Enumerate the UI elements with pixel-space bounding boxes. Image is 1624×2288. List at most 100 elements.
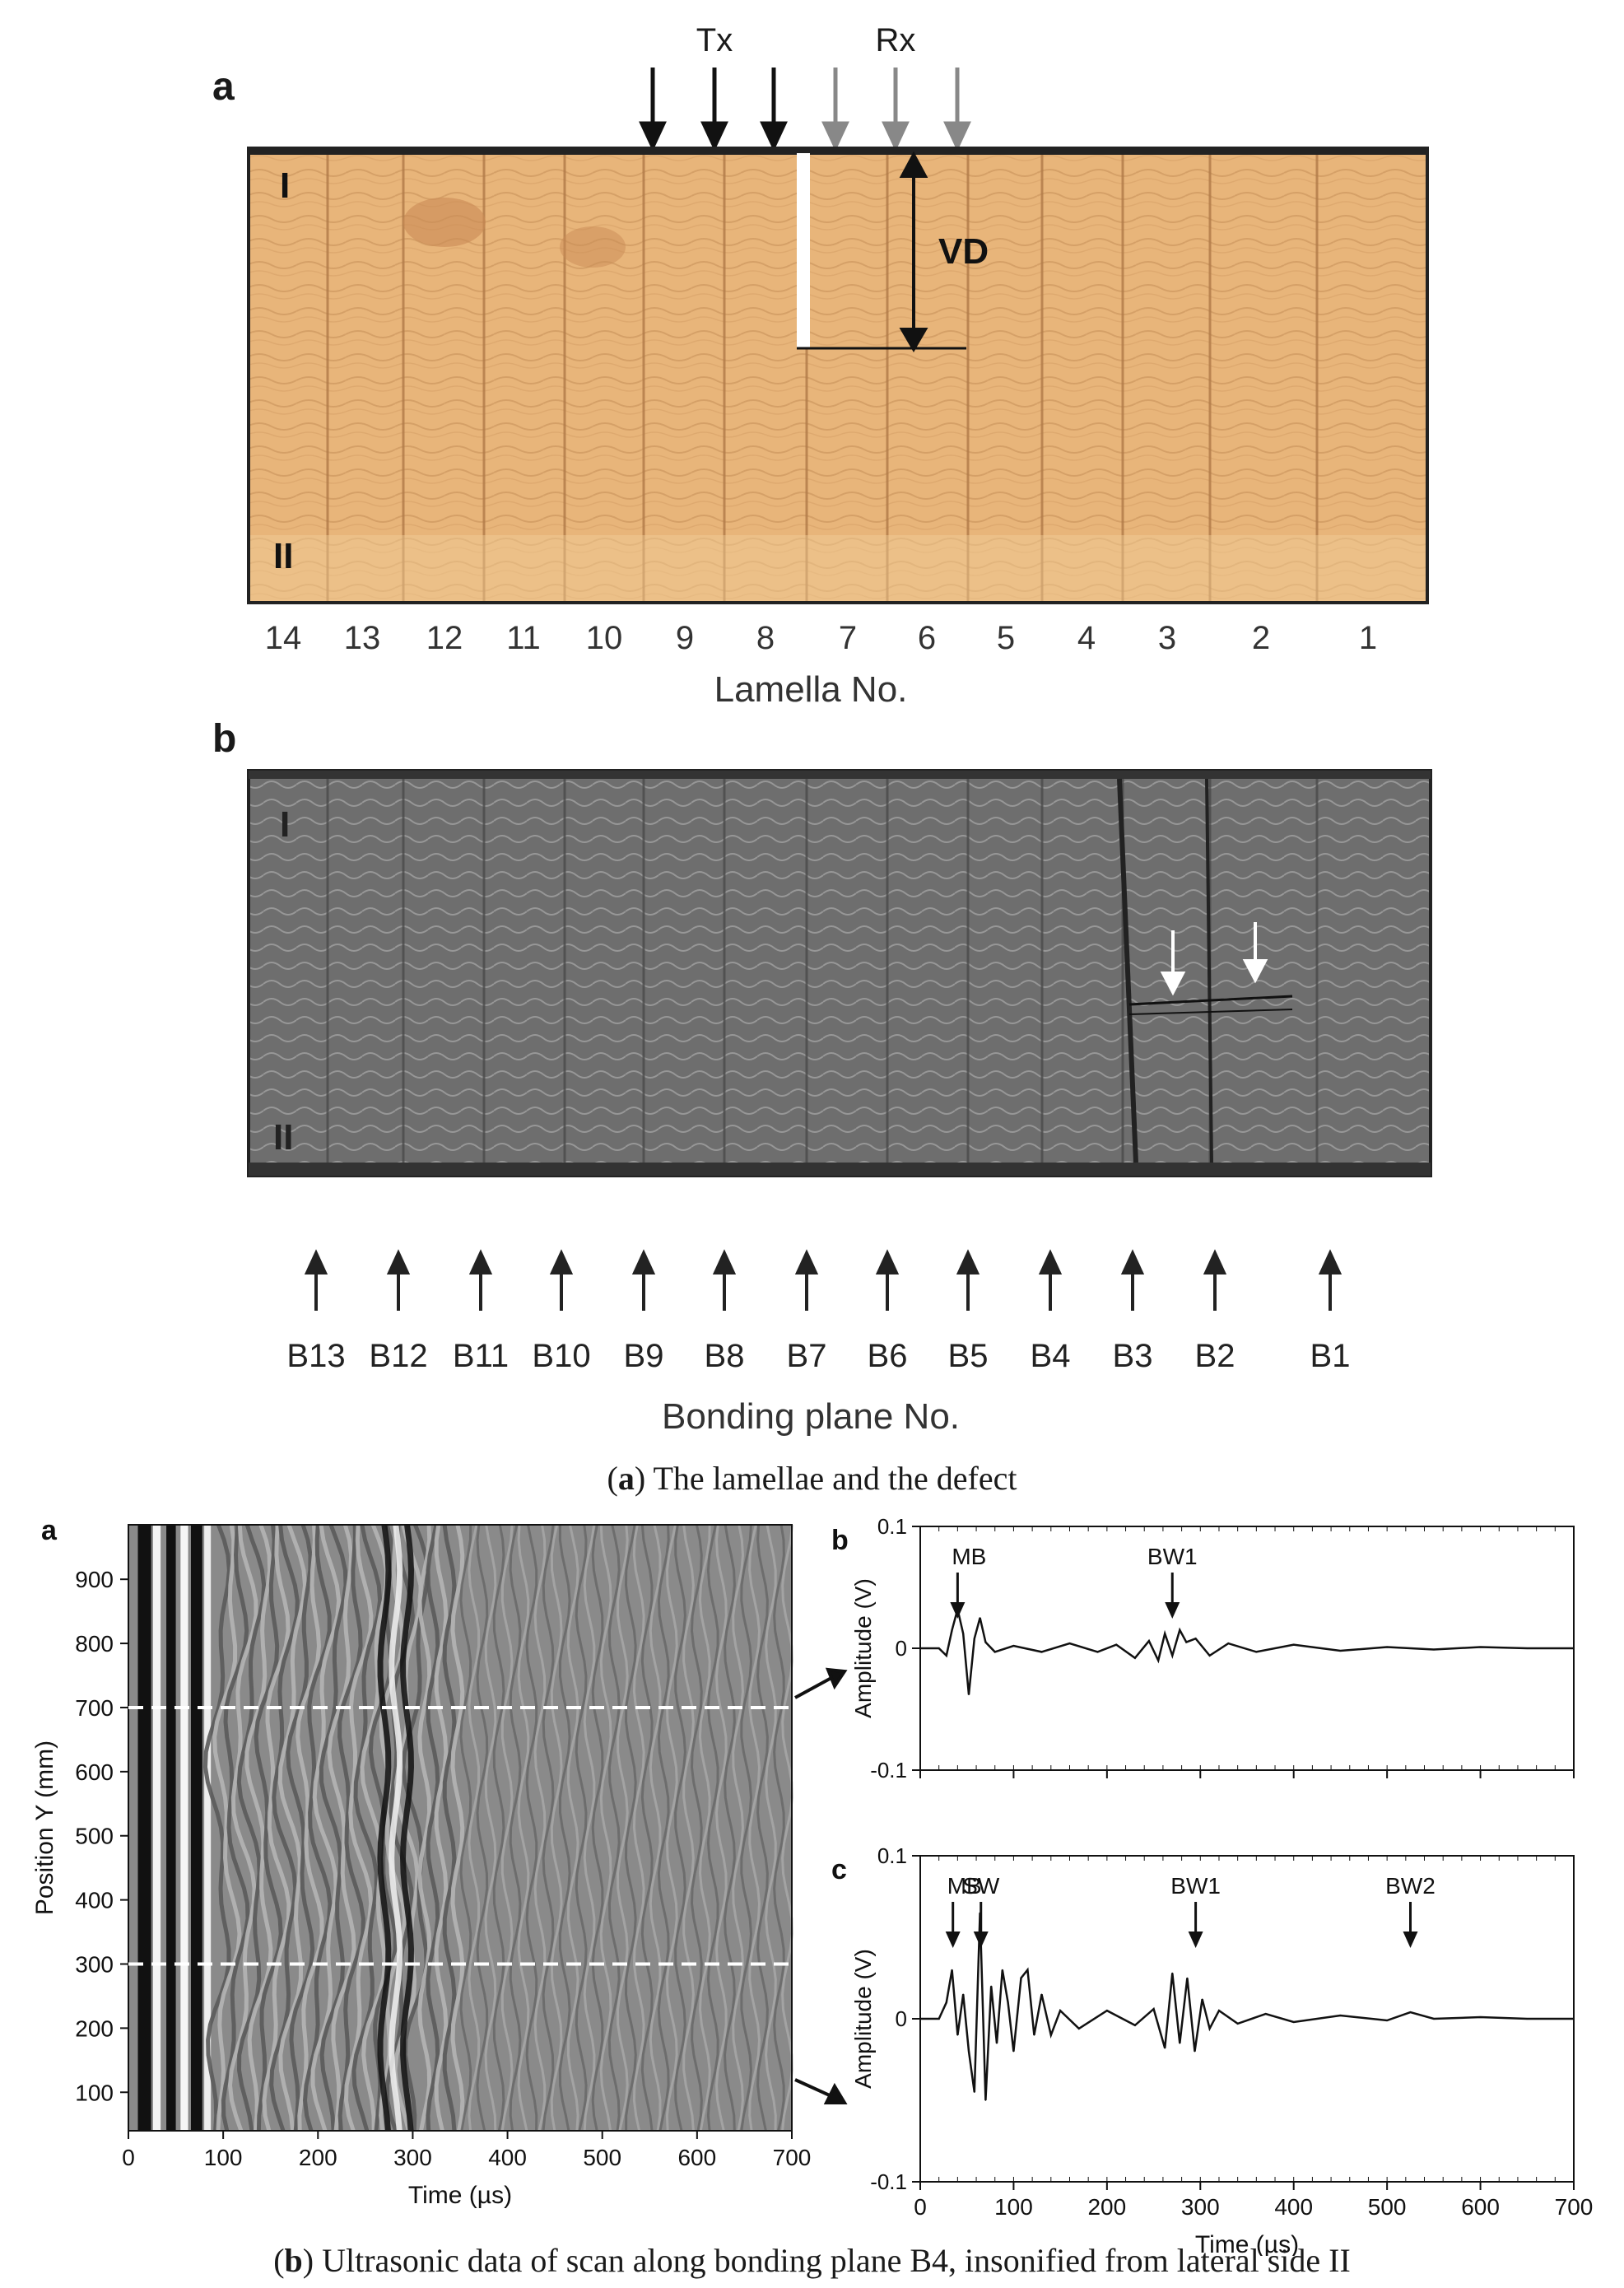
- ct-scan-image: I II: [247, 769, 1432, 1177]
- lamella-number: 11: [506, 620, 541, 656]
- y-tick-label: 300: [75, 1952, 114, 1978]
- lamella-number: 13: [344, 620, 381, 656]
- heatmap-texture: [343, 1524, 374, 2132]
- heatmap-texture: [212, 1524, 242, 2132]
- waveform-point: [1157, 1660, 1160, 1661]
- heatmap-texture: [517, 1524, 530, 2132]
- connector-arrows: [794, 1667, 848, 2104]
- heatmap-texture: [765, 1524, 777, 2132]
- heatmap-texture: [550, 1524, 563, 2132]
- side-I-label-top: I: [280, 165, 290, 206]
- heatmap-texture: [566, 1524, 579, 2132]
- bonding-plane-label: B12: [369, 1338, 427, 1374]
- heatmap-texture: [773, 1524, 785, 2132]
- bonding-plane-arrowhead: [1318, 1249, 1342, 1274]
- waveform-point: [1479, 1646, 1482, 1648]
- heatmap-stripe: [180, 1525, 188, 2131]
- ascan-chart-b: 0.1 0 -0.1 MB BW1 Amplitude (V)b: [831, 1515, 1575, 1782]
- x-tick-label: 0: [914, 2194, 927, 2220]
- caption-a-letter: a: [617, 1460, 635, 1497]
- echo-annotation: BW1: [1147, 1544, 1198, 1569]
- lamella-axis-title: Lamella No.: [714, 669, 908, 710]
- tx-label: Tx: [696, 22, 733, 58]
- heatmap-stripes: [137, 1524, 794, 2132]
- bonding-plane-row: B13 B12 B11 B10 B9 B8 B7 B6 B5 B4 B3 B2 B1 Bonding p…: [286, 1249, 1350, 1437]
- bonding-plane-label: B6: [868, 1338, 908, 1374]
- panel-letter: a: [41, 1515, 58, 1546]
- heatmap-texture: [781, 1524, 794, 2132]
- y-tick-label: 800: [75, 1631, 114, 1657]
- heatmap-texture: [269, 1524, 300, 2132]
- lamella-number: 7: [839, 620, 857, 656]
- heatmap-texture: [236, 1524, 267, 2132]
- waveform-point: [1573, 1647, 1575, 1649]
- heatmap-texture: [740, 1524, 753, 2132]
- heatmap-texture: [468, 1524, 481, 2132]
- heatmap-texture: [476, 1524, 489, 2132]
- y-axis-label: Position Y (mm): [31, 1740, 58, 1915]
- x-axis-label: Time (µs): [408, 2182, 512, 2209]
- waveform-point: [962, 1633, 964, 1635]
- bonding-plane-label: B8: [705, 1338, 745, 1374]
- waveform-point: [1526, 2018, 1529, 2020]
- bonding-plane-arrowhead: [794, 1249, 819, 1274]
- x-tick-label: 600: [1461, 2194, 1500, 2220]
- waveform-point: [1059, 2010, 1061, 2011]
- x-tick-label: 200: [299, 2145, 337, 2170]
- x-tick-label: 100: [994, 2194, 1033, 2220]
- heatmap-echo: [399, 1524, 415, 2132]
- waveform-point: [979, 1617, 981, 1619]
- y-tick-label: 900: [75, 1567, 114, 1592]
- bonding-plane-label: B3: [1113, 1338, 1153, 1374]
- heatmap-texture: [657, 1524, 670, 2132]
- waveform-point: [1264, 2013, 1267, 2015]
- top-wood-photo: Tx Rx: [247, 22, 1429, 604]
- heatmap-texture: [442, 1524, 457, 2132]
- heatmap-texture: [682, 1524, 695, 2132]
- bonding-plane-arrowhead: [304, 1249, 328, 1274]
- ct-white-arrows: [1160, 922, 1268, 996]
- heatmap-stripe: [137, 1525, 151, 2131]
- bonding-plane-label: B11: [453, 1338, 509, 1374]
- waveform-point: [1171, 1972, 1174, 1974]
- vd-arrow: [899, 151, 928, 352]
- echo-annotation: MB: [952, 1544, 986, 1569]
- waveform-point: [919, 1647, 921, 1649]
- echo-annotation: SW: [962, 1873, 1000, 1899]
- waveform-point: [1433, 2018, 1435, 2020]
- heatmap-texture: [706, 1524, 719, 2132]
- x-tick-label: 200: [1087, 2194, 1126, 2220]
- waveform-point: [1134, 1657, 1136, 1659]
- heatmap-texture: [558, 1524, 571, 2132]
- heatmap-texture: [351, 1524, 383, 2132]
- lamella-number: 12: [426, 620, 463, 656]
- heatmap-texture: [583, 1524, 596, 2132]
- heatmap-texture: [337, 1524, 365, 2132]
- waveform-point: [1040, 1651, 1043, 1653]
- waveform-point: [1152, 2008, 1155, 2010]
- bonding-plane-arrowhead: [549, 1249, 574, 1274]
- vd-label: VD: [938, 231, 989, 272]
- heatmap-texture: [262, 1524, 291, 2132]
- side-I-label-ct: I: [280, 804, 290, 845]
- heatmap-texture: [723, 1524, 736, 2132]
- heatmap-texture: [542, 1524, 555, 2132]
- waveform-point: [1040, 1993, 1043, 1996]
- bonding-axis-title: Bonding plane No.: [662, 1396, 960, 1437]
- lamella-number: 3: [1158, 620, 1176, 656]
- waveform-point: [984, 1641, 987, 1643]
- waveform-point: [1292, 1643, 1295, 1646]
- y-tick-label: 0.1: [877, 1844, 907, 1868]
- heatmap-texture: [756, 1524, 769, 2132]
- waveform-point: [1012, 2050, 1015, 2053]
- x-tick-label: 700: [773, 2145, 812, 2170]
- bonding-plane-label: B2: [1195, 1338, 1235, 1374]
- waveform-point: [951, 1629, 953, 1631]
- waveform-point: [1255, 1651, 1258, 1653]
- heatmap-texture: [607, 1524, 621, 2132]
- heatmap-texture: [327, 1524, 356, 2132]
- waveform-point: [951, 1969, 953, 1971]
- heatmap-texture: [533, 1524, 547, 2132]
- echo-annotation: BW1: [1170, 1873, 1221, 1899]
